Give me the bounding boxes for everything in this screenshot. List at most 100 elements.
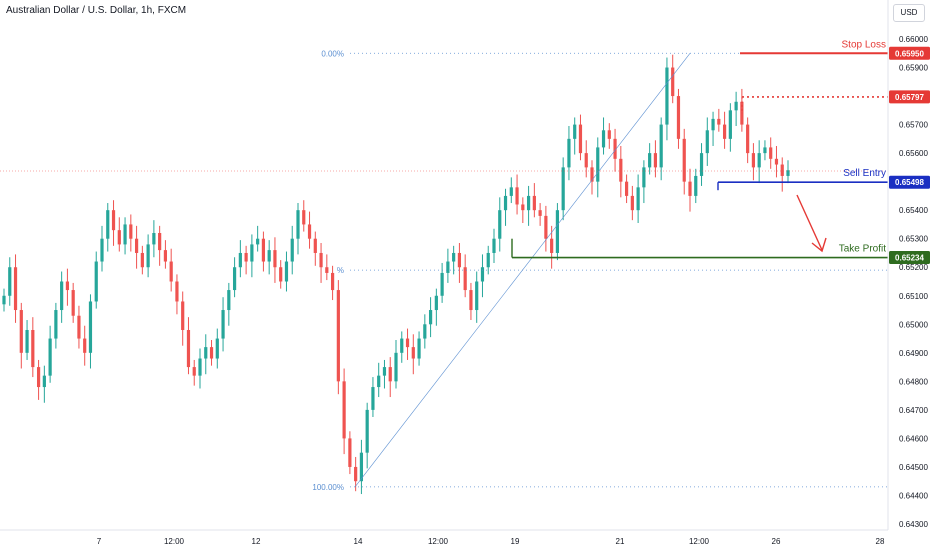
candle bbox=[555, 203, 560, 261]
candle bbox=[515, 174, 519, 215]
price-tick-label: 0.65200 bbox=[899, 263, 928, 272]
price-tick-label: 0.64800 bbox=[899, 377, 928, 386]
price-tick-label: 0.66000 bbox=[899, 35, 928, 44]
candle bbox=[498, 197, 502, 252]
candle bbox=[36, 359, 41, 400]
candle bbox=[13, 254, 18, 323]
candle bbox=[590, 160, 594, 195]
candle bbox=[284, 251, 289, 292]
overlays: 0.00%% 100.00% Stop Loss Sell Entry Take Pro… bbox=[0, 39, 888, 492]
time-tick-label: 12 bbox=[252, 537, 261, 546]
candle bbox=[365, 402, 369, 469]
candle bbox=[561, 157, 565, 221]
candle bbox=[630, 185, 634, 221]
candle bbox=[192, 359, 196, 386]
candle bbox=[261, 231, 266, 272]
candle bbox=[238, 240, 242, 278]
price-tick-label: 0.65000 bbox=[899, 320, 928, 329]
candle bbox=[509, 177, 513, 204]
candle bbox=[751, 143, 756, 181]
price-tag: 0.65498 bbox=[889, 175, 930, 189]
candle bbox=[659, 117, 663, 181]
candle bbox=[411, 334, 415, 375]
price-tick-label: 0.65400 bbox=[899, 206, 928, 215]
candle bbox=[550, 225, 554, 269]
candle bbox=[619, 145, 623, 198]
price-tick-label: 0.64400 bbox=[899, 491, 928, 500]
candle bbox=[757, 140, 761, 184]
price-tick-label: 0.64700 bbox=[899, 406, 928, 415]
candle bbox=[544, 205, 548, 252]
candle bbox=[503, 188, 508, 226]
currency-button[interactable]: USD bbox=[893, 4, 925, 22]
candle bbox=[94, 251, 98, 309]
price-tick-label: 0.65600 bbox=[899, 149, 928, 158]
candle bbox=[215, 328, 219, 369]
time-tick-label: 19 bbox=[511, 537, 520, 546]
time-tick-label: 14 bbox=[354, 537, 363, 546]
price-tick-label: 0.64900 bbox=[899, 349, 928, 358]
candle bbox=[521, 197, 525, 224]
candle bbox=[273, 237, 277, 283]
time-tick-label: 12:00 bbox=[689, 537, 710, 546]
candle bbox=[77, 305, 81, 349]
candle bbox=[786, 160, 790, 184]
candle bbox=[671, 54, 675, 104]
candle bbox=[648, 143, 652, 175]
projection-arrow-icon[interactable] bbox=[796, 194, 827, 253]
time-tick-label: 12:00 bbox=[428, 537, 449, 546]
candle bbox=[244, 245, 248, 275]
candle bbox=[296, 203, 300, 255]
candle bbox=[526, 185, 531, 226]
candle bbox=[42, 365, 46, 403]
candle bbox=[267, 240, 271, 275]
candle bbox=[682, 128, 686, 195]
fib-level-label: % bbox=[337, 266, 344, 275]
candle bbox=[763, 140, 767, 161]
candle bbox=[688, 168, 692, 212]
candle bbox=[722, 111, 727, 149]
price-tick-label: 0.65100 bbox=[899, 292, 928, 301]
candle bbox=[71, 282, 75, 323]
candle bbox=[584, 140, 588, 178]
candle bbox=[717, 108, 721, 132]
price-tick-label: 0.64300 bbox=[899, 520, 928, 529]
candle bbox=[83, 325, 87, 366]
candle bbox=[336, 280, 340, 395]
candle bbox=[25, 320, 29, 360]
candle bbox=[452, 245, 456, 275]
candle bbox=[400, 331, 404, 363]
price-tag: 0.65234 bbox=[889, 251, 930, 265]
candle bbox=[117, 217, 121, 252]
fib-level-label: 0.00% bbox=[321, 49, 344, 58]
candle bbox=[359, 439, 364, 495]
level-name-label: Take Profit bbox=[839, 244, 886, 255]
candle bbox=[163, 240, 168, 269]
candle bbox=[209, 339, 214, 366]
candle bbox=[48, 325, 52, 383]
candle bbox=[146, 234, 150, 278]
candle bbox=[204, 334, 208, 375]
candle bbox=[440, 262, 444, 303]
candle bbox=[699, 143, 704, 186]
candle bbox=[774, 145, 779, 178]
candle bbox=[31, 317, 35, 378]
candle bbox=[354, 456, 358, 492]
candle bbox=[290, 225, 294, 275]
candle bbox=[728, 103, 732, 152]
candle bbox=[302, 200, 306, 232]
candle bbox=[475, 271, 479, 323]
price-tick-label: 0.64500 bbox=[899, 463, 928, 472]
candle bbox=[446, 248, 450, 283]
candle bbox=[169, 248, 173, 292]
candle bbox=[653, 140, 658, 178]
candle bbox=[313, 231, 317, 266]
candle bbox=[227, 282, 231, 326]
price-tag: 0.65797 bbox=[889, 90, 930, 104]
candle bbox=[532, 183, 536, 218]
candle bbox=[319, 242, 323, 283]
candle bbox=[342, 368, 346, 455]
candle bbox=[463, 254, 467, 298]
svg-text:0.65797: 0.65797 bbox=[895, 93, 924, 102]
